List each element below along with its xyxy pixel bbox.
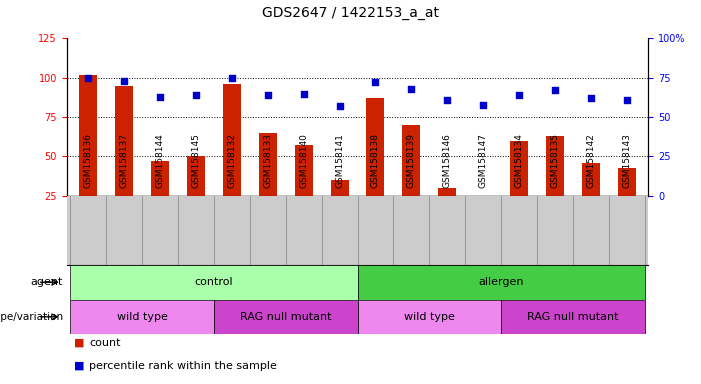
Text: count: count (89, 338, 121, 348)
Text: GDS2647 / 1422153_a_at: GDS2647 / 1422153_a_at (262, 6, 439, 20)
Bar (331, 180, 348, 196)
Bar (358, 300, 501, 334)
Text: percentile rank within the sample: percentile rank within the sample (89, 361, 277, 371)
Bar (115, 86, 133, 196)
Bar (475, 196, 492, 199)
Bar (367, 98, 384, 196)
Bar (501, 300, 645, 334)
Point (118, 78, 130, 84)
Point (262, 92, 273, 98)
Bar (151, 161, 169, 196)
Bar (358, 265, 645, 300)
Bar (79, 74, 97, 196)
Text: wild type: wild type (116, 312, 168, 322)
Bar (546, 136, 564, 196)
Point (83, 74, 94, 81)
Bar (259, 133, 277, 196)
Bar (223, 84, 240, 196)
Text: genotype/variation: genotype/variation (0, 312, 63, 322)
Point (585, 95, 597, 101)
Point (334, 103, 345, 109)
Text: ■: ■ (74, 338, 84, 348)
Text: RAG null mutant: RAG null mutant (527, 312, 619, 322)
Text: agent: agent (31, 277, 63, 287)
Bar (70, 265, 358, 300)
Point (477, 101, 489, 108)
Bar (582, 163, 600, 196)
Bar (187, 157, 205, 196)
Bar (70, 300, 214, 334)
Point (154, 94, 165, 100)
Point (406, 86, 417, 92)
Point (370, 79, 381, 86)
Text: RAG null mutant: RAG null mutant (240, 312, 332, 322)
Point (514, 92, 525, 98)
Point (298, 91, 309, 97)
Text: control: control (195, 277, 233, 287)
Bar (510, 141, 528, 196)
Point (190, 92, 201, 98)
Bar (214, 300, 358, 334)
Point (226, 74, 238, 81)
Text: allergen: allergen (478, 277, 524, 287)
Bar (618, 167, 636, 196)
Point (442, 97, 453, 103)
Bar (402, 125, 421, 196)
Point (621, 97, 632, 103)
Bar (294, 146, 313, 196)
Text: wild type: wild type (404, 312, 455, 322)
Point (550, 87, 561, 93)
Text: ■: ■ (74, 361, 84, 371)
Bar (438, 188, 456, 196)
